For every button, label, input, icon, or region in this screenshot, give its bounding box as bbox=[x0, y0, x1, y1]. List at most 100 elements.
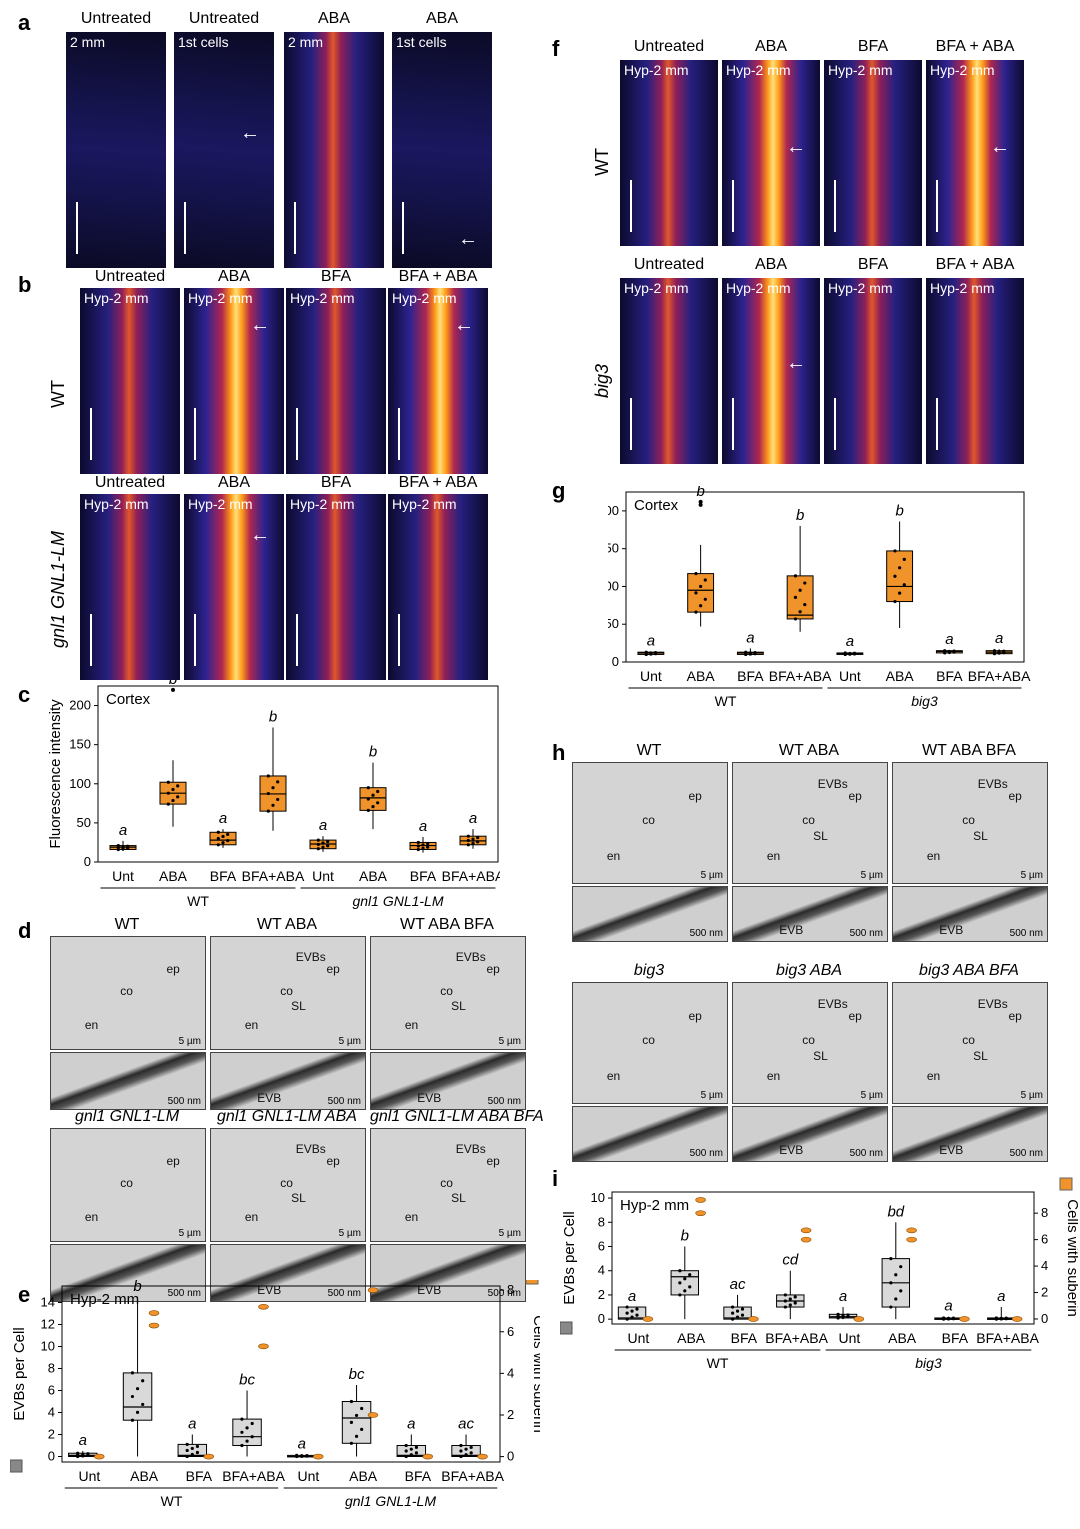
group-label: gnl1 GNL1-LM bbox=[352, 893, 443, 909]
y-tick-label: 12 bbox=[41, 1317, 55, 1332]
scale-label: 500 nm bbox=[167, 1288, 201, 1299]
suberin-marker bbox=[959, 1316, 970, 1322]
y-tick-label: 2 bbox=[48, 1427, 55, 1442]
arrow-marker: ← bbox=[250, 314, 270, 336]
significance-letter: a bbox=[79, 1432, 87, 1449]
data-point bbox=[731, 1317, 735, 1321]
data-point bbox=[216, 830, 220, 834]
data-point bbox=[221, 841, 225, 845]
group-label: WT bbox=[187, 893, 209, 909]
scale-bar bbox=[732, 180, 734, 232]
data-point bbox=[471, 841, 475, 845]
category-label: BFA bbox=[942, 1330, 969, 1346]
category-label: ABA bbox=[159, 868, 188, 884]
y-tick-label: 6 bbox=[598, 1238, 605, 1253]
suberin-marker bbox=[367, 1412, 379, 1418]
panel-d-row1-header-0: WT bbox=[114, 916, 140, 933]
data-point bbox=[195, 1450, 200, 1455]
significance-letter: a bbox=[997, 1288, 1005, 1305]
data-point bbox=[793, 617, 798, 621]
scale-label: 5 µm bbox=[860, 1090, 883, 1101]
category-label: BFA+ABA bbox=[442, 868, 500, 884]
category-label: BFA+ABA bbox=[769, 668, 832, 684]
tem-label-sl: SL bbox=[973, 1049, 988, 1063]
category-label: BFA+ABA bbox=[976, 1330, 1039, 1346]
category-label: Unt bbox=[627, 1330, 649, 1346]
data-point bbox=[135, 1410, 140, 1414]
panel-a-image: 2 mm bbox=[284, 32, 384, 268]
category-label: Unt bbox=[78, 1468, 100, 1484]
data-point bbox=[266, 774, 270, 778]
data-point bbox=[116, 843, 120, 848]
data-point bbox=[414, 1445, 419, 1449]
data-point bbox=[366, 797, 370, 801]
data-point bbox=[798, 610, 802, 614]
image-inset-label: Hyp-2 mm bbox=[624, 62, 689, 78]
significance-letter: a bbox=[628, 1288, 636, 1305]
data-point bbox=[678, 1293, 682, 1297]
data-point bbox=[783, 1293, 787, 1297]
panel-f-row1-header-2: BFA bbox=[857, 38, 889, 55]
data-point bbox=[371, 793, 375, 797]
data-point bbox=[894, 1273, 898, 1277]
data-point bbox=[141, 1379, 145, 1383]
significance-letter: a bbox=[995, 630, 1003, 647]
data-point bbox=[898, 591, 902, 595]
panel-label-d: d bbox=[18, 918, 32, 943]
tem-label-en: en bbox=[606, 1069, 621, 1084]
y-tick-label: 8 bbox=[598, 1214, 605, 1229]
panel-a-image: 2 mm bbox=[66, 32, 166, 268]
data-point bbox=[740, 1307, 745, 1311]
significance-letter: ac bbox=[730, 1276, 746, 1293]
panel-f-row1-header-1: ABA bbox=[754, 38, 787, 55]
y-tick-label: 0 bbox=[612, 654, 619, 669]
panel-b-row2-header-3: BFA + ABA bbox=[398, 474, 478, 491]
group-label: gnl1 GNL1-LM bbox=[345, 1493, 436, 1509]
tem-label-en: en bbox=[244, 1017, 259, 1032]
panel-b-image: Hyp-2 mm ← bbox=[184, 288, 284, 474]
data-point bbox=[404, 1443, 408, 1448]
data-point bbox=[226, 839, 230, 843]
scale-bar bbox=[296, 408, 298, 460]
data-point bbox=[216, 843, 220, 847]
panel-d-row2-tem-overview: co ep en SL EVBs 5 µm bbox=[370, 1128, 526, 1242]
data-point bbox=[893, 599, 897, 604]
category-label: ABA bbox=[888, 1330, 917, 1346]
data-point bbox=[625, 1317, 629, 1321]
tem-label-evbs: EVBs bbox=[455, 1142, 486, 1157]
panel-h: WT co ep en 5 µm 500 nm WT ABA co ep en SL EVBs 5 µm… bbox=[572, 742, 1052, 1162]
panel-a: Untreated Untreated ABA ABA 2 mm 1st cells ← 2 … bbox=[66, 10, 492, 268]
data-point bbox=[740, 1313, 745, 1317]
category-label: BFA bbox=[186, 1468, 213, 1484]
significance-letter: a bbox=[407, 1416, 415, 1433]
panel-b-row1-header-1: ABA bbox=[217, 268, 250, 285]
data-point bbox=[848, 651, 852, 656]
data-point bbox=[694, 610, 698, 614]
y-tick-label: 0 bbox=[598, 1311, 605, 1326]
data-point bbox=[271, 803, 275, 807]
panel-d-row2-header-1: gnl1 GNL1-LM ABA bbox=[217, 1108, 357, 1125]
chart-c: 0 50 100 150 200 Fluorescence intensity Cortex… bbox=[47, 680, 500, 909]
data-point bbox=[250, 1435, 254, 1439]
data-point bbox=[951, 1316, 956, 1320]
panel-f-row2-header-1: ABA bbox=[754, 256, 787, 273]
image-inset-label: Hyp-2 mm bbox=[828, 280, 893, 296]
data-point bbox=[76, 1451, 80, 1455]
y-axis-label: Fluorescence intensity bbox=[47, 699, 64, 849]
tem-label-en: en bbox=[766, 849, 781, 864]
data-point bbox=[999, 1316, 1003, 1320]
panel-b: Untreated ABA BFA BFA + ABA Hyp-2 mm Hyp-2 mm… bbox=[40, 268, 492, 680]
data-point bbox=[997, 650, 1001, 654]
data-point bbox=[469, 1451, 473, 1455]
panel-b-image: Hyp-2 mm bbox=[286, 288, 386, 474]
data-point bbox=[240, 1443, 244, 1448]
arrow-marker: ← bbox=[990, 136, 1010, 158]
box-aba bbox=[359, 787, 387, 811]
data-point bbox=[748, 651, 752, 655]
data-point bbox=[625, 1305, 629, 1309]
tem-label-sl: SL bbox=[451, 998, 466, 1013]
data-point bbox=[466, 834, 470, 838]
suberin-marker bbox=[258, 1343, 269, 1350]
tem-label-evb: EVB bbox=[257, 1091, 282, 1105]
category-label: BFA+ABA bbox=[242, 868, 305, 884]
